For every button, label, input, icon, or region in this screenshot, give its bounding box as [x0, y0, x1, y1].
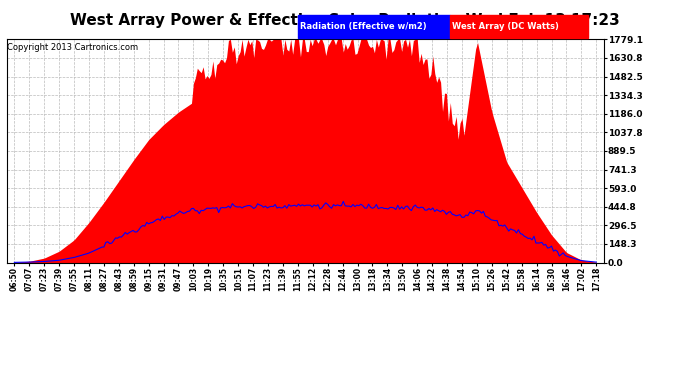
Text: West Array Power & Effective Solar Radiation Wed Feb 13 17:23: West Array Power & Effective Solar Radia…: [70, 13, 620, 28]
Text: Radiation (Effective w/m2): Radiation (Effective w/m2): [299, 22, 426, 31]
Text: Copyright 2013 Cartronics.com: Copyright 2013 Cartronics.com: [7, 43, 138, 52]
Text: West Array (DC Watts): West Array (DC Watts): [451, 22, 558, 31]
